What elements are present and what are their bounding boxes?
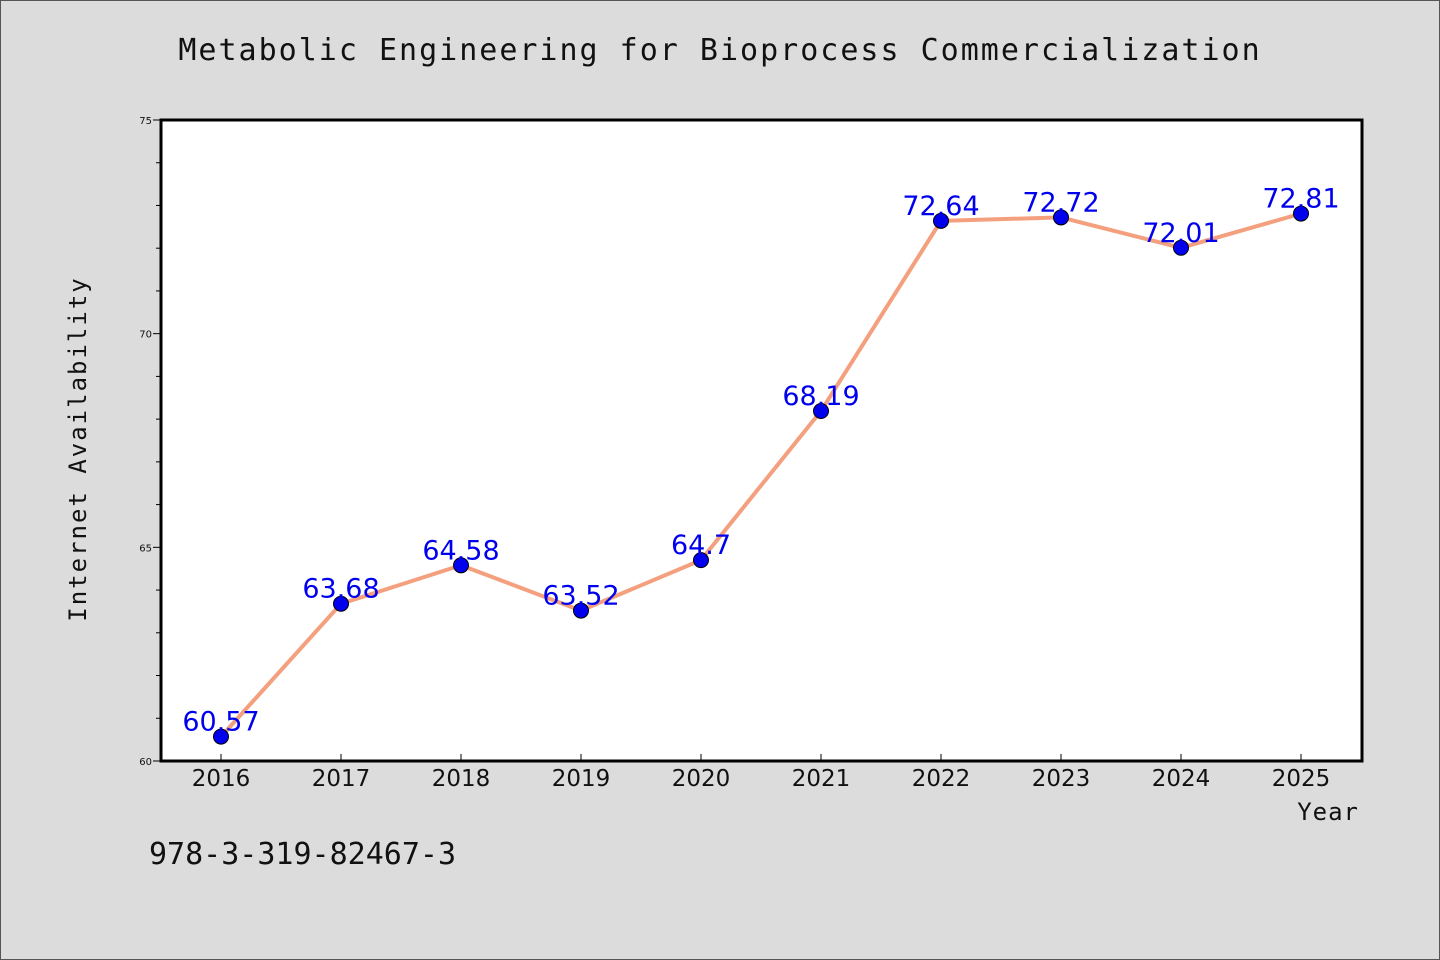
data-labels-group: 60.57 63.68 64.58 63.52 64.7 68.19 72.64 72.72 7… (182, 184, 1339, 738)
y-tick-label: 70 (139, 330, 152, 341)
x-axis-label: Year (1297, 798, 1359, 826)
data-point (333, 595, 349, 612)
data-point (573, 602, 589, 619)
x-tick-label: 2018 (432, 766, 491, 792)
x-tick-label: 2024 (1152, 766, 1211, 792)
data-point (933, 212, 949, 229)
data-points-group (213, 205, 1309, 745)
x-tick-label: 2016 (192, 766, 251, 792)
data-point (1173, 239, 1189, 256)
data-label: 72.01 (1142, 218, 1219, 249)
data-label: 64.58 (422, 535, 499, 566)
data-label: 63.52 (542, 581, 619, 612)
data-point (1293, 205, 1309, 222)
plot-area (159, 118, 1364, 763)
x-tick-label: 2022 (912, 766, 971, 792)
x-tick-label: 2020 (672, 766, 731, 792)
x-tick-label: 2023 (1032, 766, 1091, 792)
data-label: 72.72 (1022, 187, 1099, 218)
data-label: 64.7 (671, 530, 731, 561)
data-label: 72.81 (1262, 184, 1339, 215)
data-point (813, 403, 829, 420)
y-tick-label: 75 (139, 116, 152, 127)
data-point (213, 728, 229, 745)
y-axis-ticks: 60 65 70 75 (139, 116, 161, 768)
chart-title: Metabolic Engineering for Bioprocess Com… (178, 33, 1262, 68)
data-point (693, 552, 709, 569)
x-tick-label: 2017 (312, 766, 371, 792)
y-tick-label: 65 (139, 543, 152, 554)
data-label: 60.57 (182, 707, 259, 738)
data-label: 68.19 (782, 381, 859, 412)
series-line-group (219, 211, 1303, 739)
x-tick-label: 2025 (1272, 766, 1331, 792)
data-point (1053, 209, 1069, 226)
x-tick-label: 2019 (552, 766, 611, 792)
x-tick-label: 2021 (792, 766, 851, 792)
y-tick-label: 60 (139, 757, 152, 768)
y-axis-label: Internet Availability (64, 276, 92, 622)
data-label: 63.68 (302, 574, 379, 605)
x-axis-ticks: 2016 2017 2018 2019 2020 2021 2022 2023 2024 2025 (192, 754, 1331, 792)
data-point (453, 557, 469, 574)
isbn-text: 978-3-319-82467-3 (149, 837, 457, 872)
data-label: 72.64 (902, 191, 979, 222)
series-line (219, 211, 1303, 739)
